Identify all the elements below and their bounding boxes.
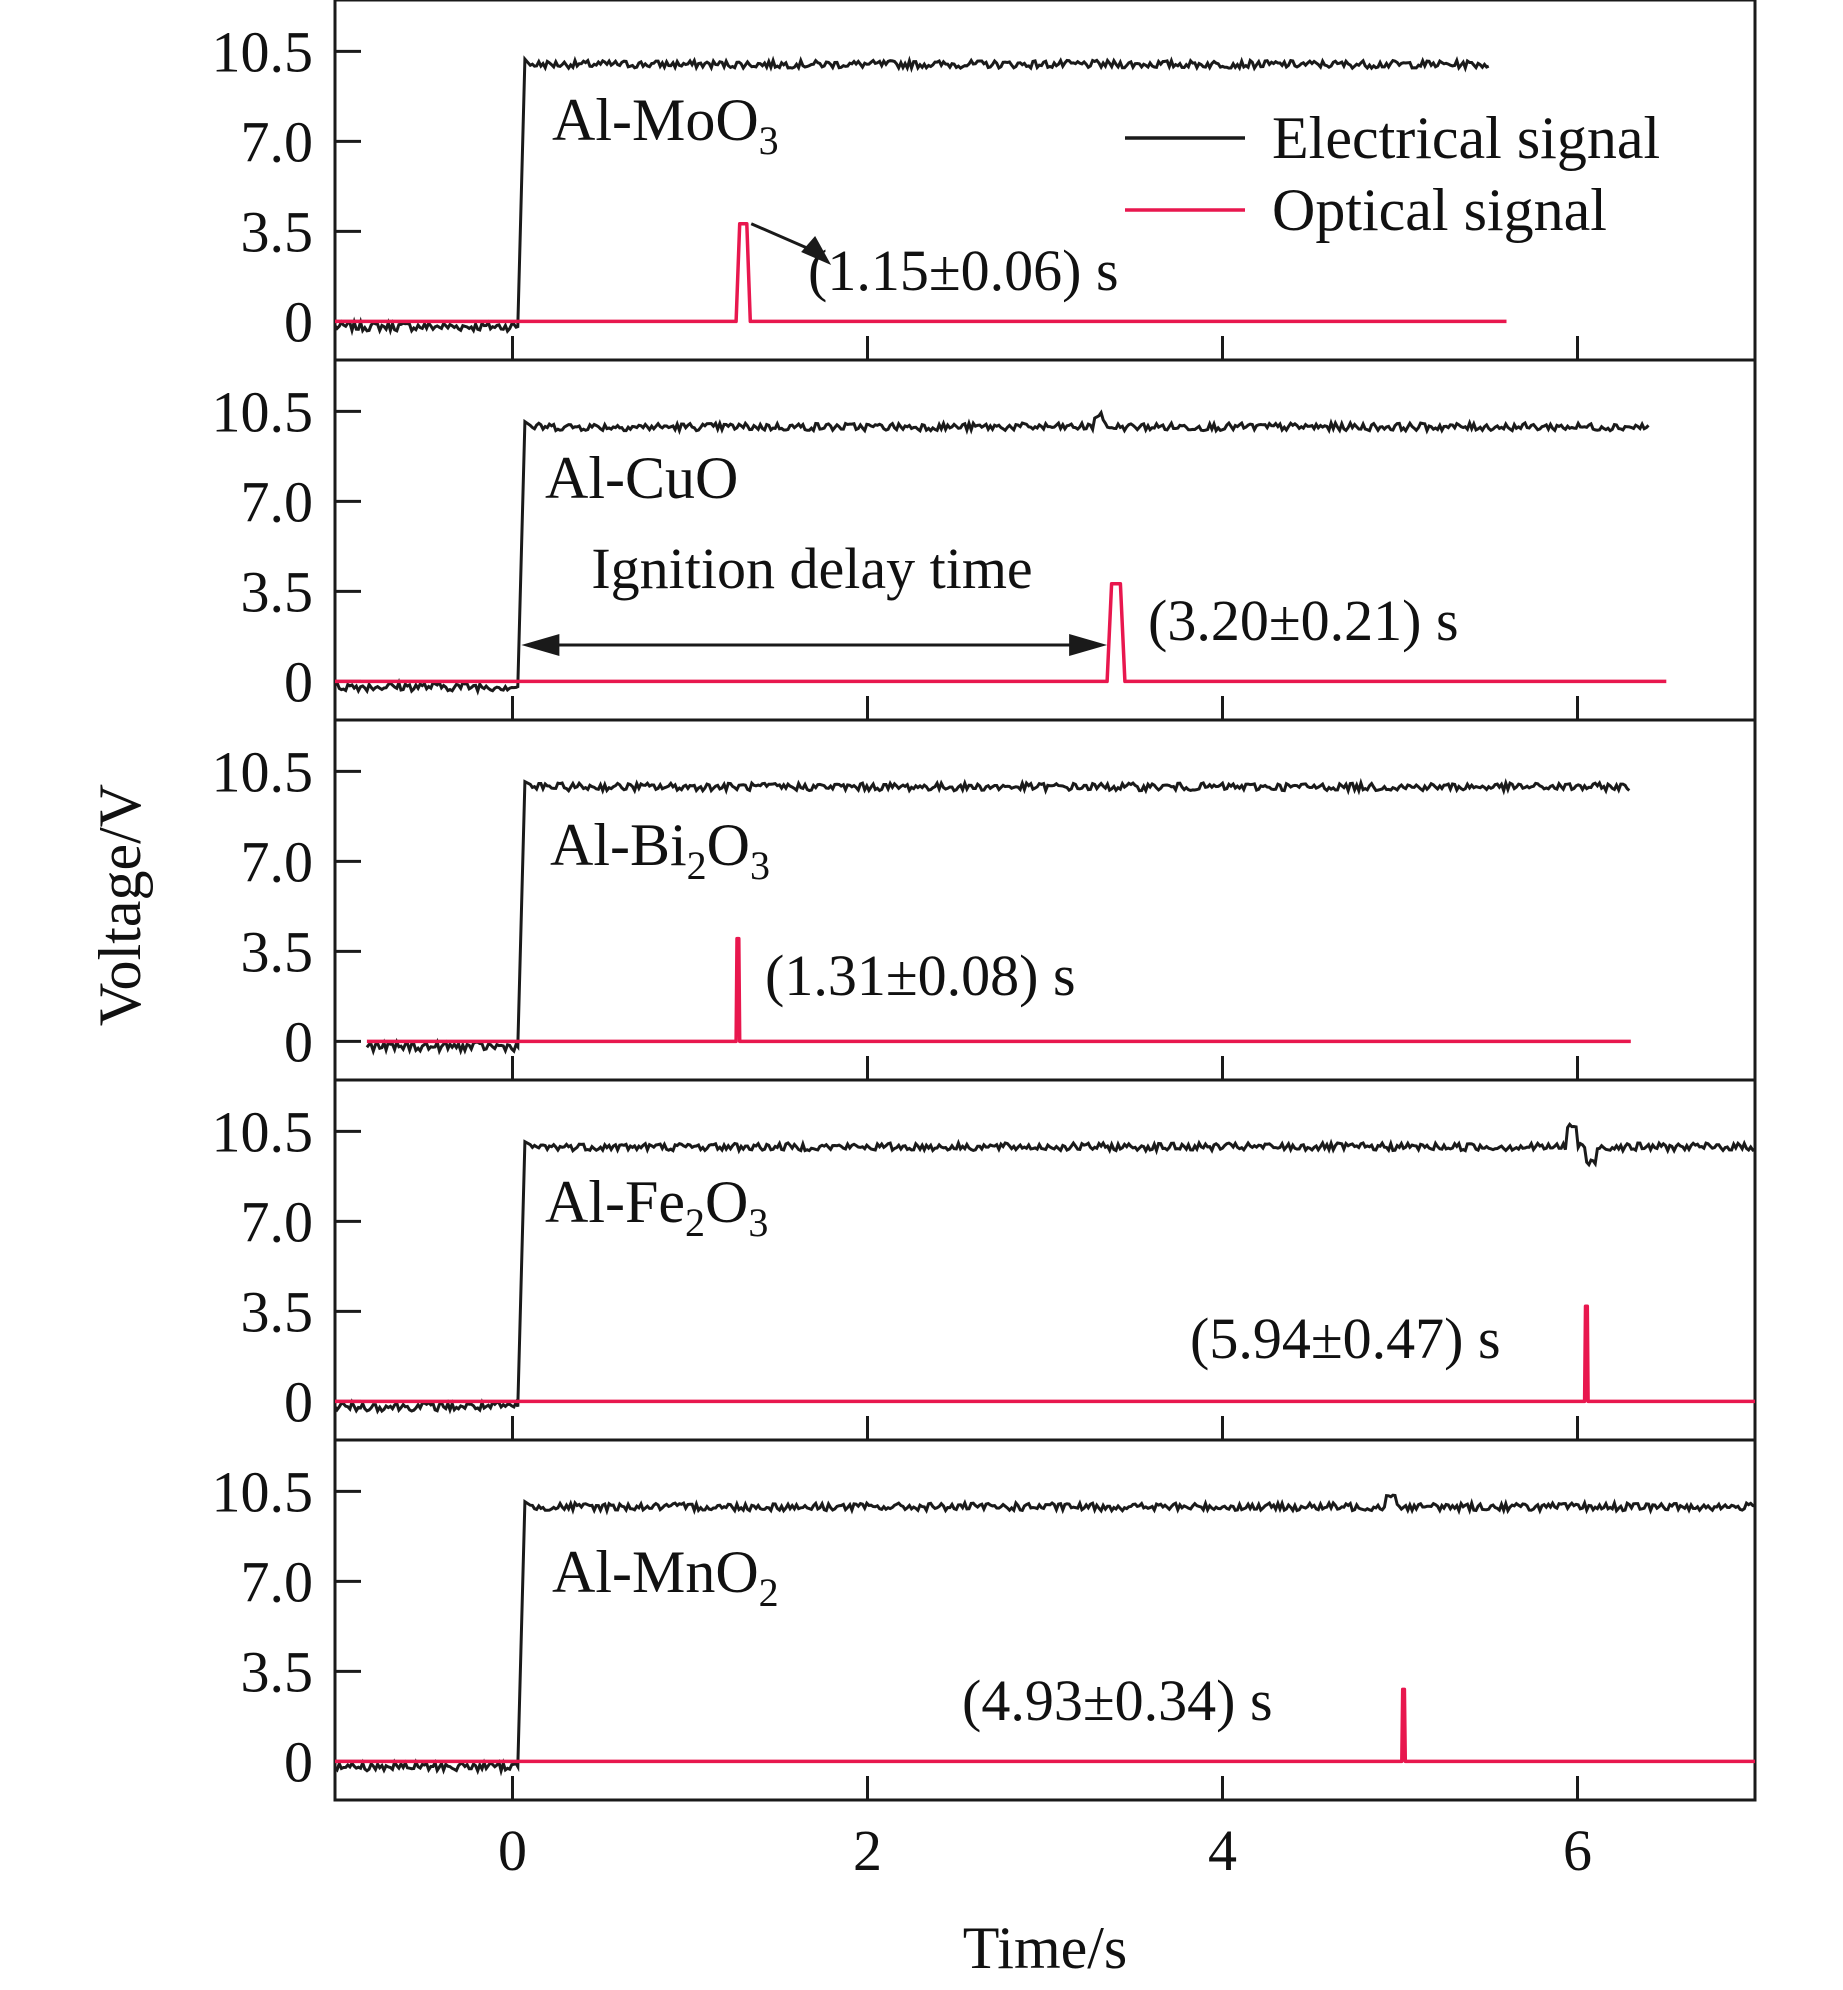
y-tick-label: 0: [284, 1009, 313, 1074]
legend-label: Optical signal: [1272, 177, 1607, 243]
sample-label: Al-MoO3: [552, 87, 779, 163]
sample-label: Al-Fe2O3: [545, 1169, 768, 1245]
ignition-delay-label: Ignition delay time: [591, 536, 1032, 601]
y-axis-label: Voltage/V: [87, 784, 153, 1026]
electrical-signal-line: [365, 777, 1631, 1056]
y-tick-label: 3.5: [241, 1639, 314, 1704]
y-tick-label: 7.0: [241, 469, 314, 534]
y-tick-label: 7.0: [241, 1189, 314, 1254]
panel: 0 3.5 7.0 10.5 Al-MoO3 (1.15±0.06) s: [212, 0, 1757, 362]
optical-signal-line: [335, 581, 1667, 684]
ignition-time-label: (1.31±0.08) s: [765, 943, 1076, 1008]
sample-label: Al-Bi2O3: [550, 812, 770, 888]
y-tick-label: 0: [284, 289, 313, 354]
electrical-signal-line: [334, 409, 1650, 696]
ignition-time-label: (3.20±0.21) s: [1148, 588, 1459, 653]
panel-frame: [333, 358, 1757, 722]
panel-frame: [333, 718, 1757, 1082]
x-tick-label: 0: [498, 1818, 527, 1883]
ignition-time-label: (4.93±0.34) s: [962, 1668, 1273, 1733]
electrical-signal-line: [333, 1122, 1756, 1415]
electrical-signal-line: [333, 55, 1490, 337]
y-tick-label: 7.0: [241, 1549, 314, 1614]
x-tick-label: 2: [853, 1818, 882, 1883]
panel: 0 3.5 7.0 10.5 Al-CuO (3.20±0.21) s Ignition d…: [212, 358, 1757, 722]
legend-label: Electrical signal: [1272, 105, 1660, 171]
x-tick-label: 4: [1208, 1818, 1237, 1883]
arrowhead-left: [521, 634, 560, 656]
y-tick-label: 10.5: [212, 1099, 314, 1164]
panel: 0 3.5 7.0 10.5 Al-Bi2O3 (1.31±0.08) s: [212, 718, 1757, 1082]
y-tick-label: 10.5: [212, 379, 314, 444]
annotation-arrowhead: [801, 236, 832, 265]
ignition-time-label: (5.94±0.47) s: [1190, 1306, 1501, 1371]
panel-frame: [333, 1438, 1757, 1802]
sample-label: Al-MnO2: [552, 1539, 779, 1615]
electrical-signal-line: [333, 1493, 1756, 1777]
y-tick-label: 0: [284, 1729, 313, 1794]
sample-label: Al-CuO: [545, 445, 738, 511]
y-tick-label: 10.5: [212, 19, 314, 84]
y-tick-label: 3.5: [241, 559, 314, 624]
panel-frame: [333, 1078, 1757, 1442]
x-tick-label: 6: [1563, 1818, 1592, 1883]
y-tick-label: 3.5: [241, 1279, 314, 1344]
y-tick-label: 10.5: [212, 1459, 314, 1524]
y-tick-label: 10.5: [212, 739, 314, 804]
y-tick-label: 0: [284, 649, 313, 714]
y-tick-label: 7.0: [241, 829, 314, 894]
optical-signal-line: [335, 1687, 1755, 1764]
ignition-time-label: (1.15±0.06) s: [808, 238, 1119, 303]
optical-signal-line: [335, 1304, 1755, 1404]
y-tick-label: 0: [284, 1369, 313, 1434]
y-tick-label: 3.5: [241, 919, 314, 984]
optical-signal-line: [335, 221, 1507, 324]
panel: 0 3.5 7.0 10.5 Al-MnO2 (4.93±0.34) s: [212, 1438, 1757, 1802]
panels-group: 0 3.5 7.0 10.5 Al-MoO3 (1.15±0.06) s 0 3.5 7.0 10…: [212, 0, 1757, 1883]
arrowhead-right: [1069, 634, 1108, 656]
optical-signal-line: [366, 936, 1631, 1044]
y-tick-label: 7.0: [241, 109, 314, 174]
panel: 0 3.5 7.0 10.5 Al-Fe2O3 (5.94±0.47) s: [212, 1078, 1757, 1442]
x-axis-label: Time/s: [963, 1915, 1128, 1981]
y-tick-label: 3.5: [241, 199, 314, 264]
